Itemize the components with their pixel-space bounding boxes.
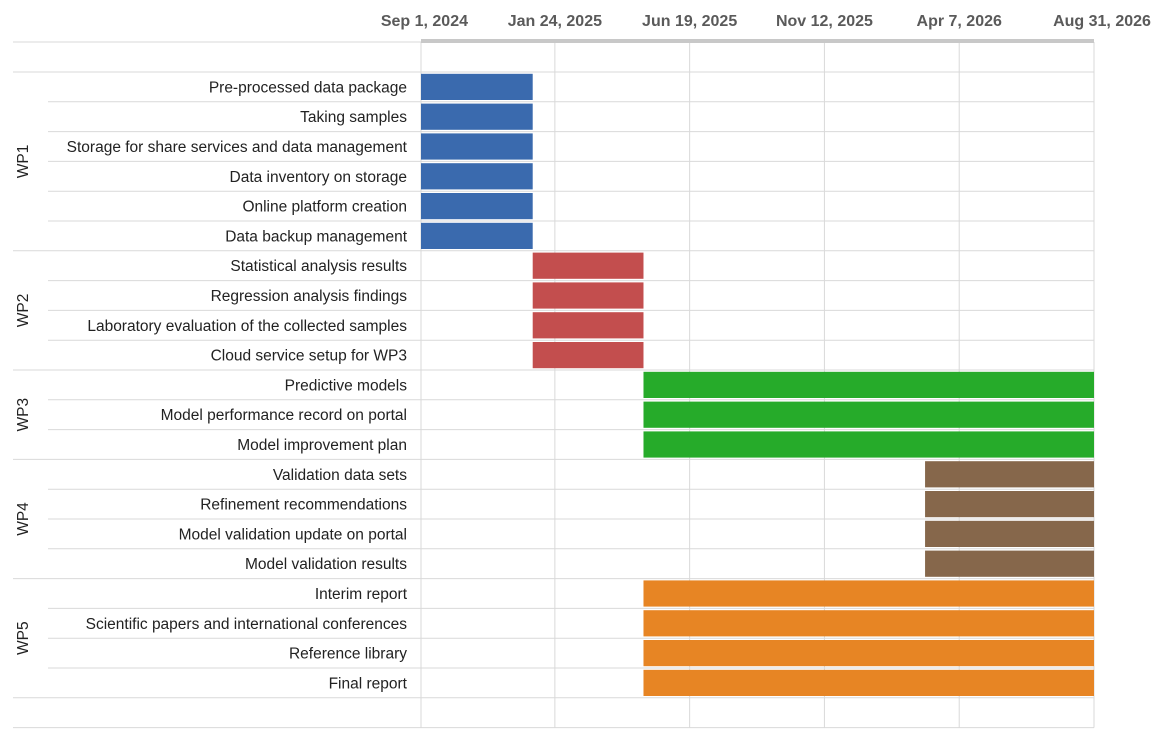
task-bar [643, 610, 1094, 637]
task-bar [421, 222, 533, 249]
task-bar [925, 491, 1094, 518]
task-bar [532, 342, 644, 369]
tick-label: Apr 7, 2026 [917, 13, 1002, 30]
task-label: Refinement recommendations [200, 497, 407, 514]
task-label: Cloud service setup for WP3 [211, 348, 407, 365]
axis-layer: Sep 1, 2024 Jan 24, 2025 Jun 19, 2025 Nov 1… [381, 13, 1151, 43]
task-label: Taking samples [300, 109, 407, 126]
group-label: WP4 [15, 502, 32, 536]
task-bar [643, 640, 1094, 667]
tick-label: Nov 12, 2025 [776, 13, 873, 30]
task-label: Pre-processed data package [209, 79, 407, 96]
task-label: Model performance record on portal [161, 407, 407, 424]
task-label: Data backup management [225, 228, 408, 245]
task-label: Model improvement plan [237, 437, 407, 454]
task-bar [421, 193, 533, 220]
task-bar [643, 580, 1094, 607]
task-label: Data inventory on storage [230, 169, 408, 186]
task-bar [643, 431, 1094, 458]
task-label: Storage for share services and data mana… [67, 139, 408, 156]
task-label: Model validation results [245, 556, 407, 573]
axis-band [421, 39, 1094, 43]
task-label: Regression analysis findings [211, 288, 408, 305]
task-bar [421, 163, 533, 190]
task-bar [532, 282, 644, 309]
group-label: WP1 [15, 145, 32, 179]
tick-label: Sep 1, 2024 [381, 13, 468, 30]
task-label: Online platform creation [242, 199, 407, 216]
task-bar [532, 252, 644, 279]
task-bar [421, 103, 533, 130]
task-label: Predictive models [285, 377, 408, 394]
task-bar [532, 312, 644, 339]
task-label: Laboratory evaluation of the collected s… [87, 318, 407, 335]
group-label: WP3 [15, 398, 32, 432]
group-label: WP2 [15, 294, 32, 328]
task-bar [421, 133, 533, 160]
task-bar [643, 371, 1094, 398]
task-bar [643, 401, 1094, 428]
label-layer: Pre-processed data package Taking samples… [15, 79, 408, 692]
task-bar [925, 550, 1094, 577]
task-label: Final report [329, 675, 408, 692]
tick-label: Jan 24, 2025 [508, 13, 602, 30]
task-label: Model validation update on portal [179, 526, 407, 543]
task-bar [925, 520, 1094, 547]
task-label: Interim report [315, 586, 408, 603]
tick-label: Jun 19, 2025 [642, 13, 737, 30]
task-label: Statistical analysis results [230, 258, 407, 275]
grid-layer [13, 41, 1095, 729]
task-bar [643, 669, 1094, 696]
task-label: Reference library [289, 646, 407, 663]
task-label: Validation data sets [273, 467, 407, 484]
task-bar [421, 73, 533, 100]
group-label: WP5 [15, 621, 32, 655]
bar-layer [421, 73, 1094, 696]
task-bar [925, 461, 1094, 488]
tick-label: Aug 31, 2026 [1053, 13, 1151, 30]
task-label: Scientific papers and international conf… [86, 616, 408, 633]
